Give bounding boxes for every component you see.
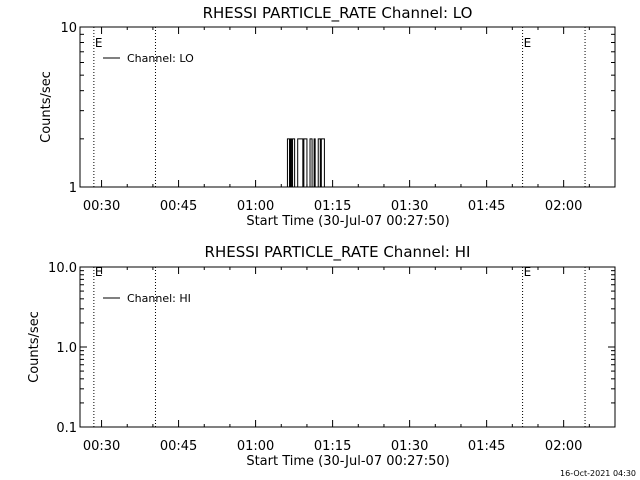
y-tick-label: 0.1	[56, 421, 77, 436]
x-tick-label: 01:30	[391, 199, 428, 214]
y-axis-label: Counts/sec	[27, 311, 42, 383]
y-tick-label: 1.0	[56, 341, 77, 356]
plot-frame	[79, 26, 616, 188]
event-marker-label: E	[95, 36, 103, 50]
legend-label: Channel: HI	[127, 292, 191, 305]
x-axis-label: Start Time (30-Jul-07 00:27:50)	[246, 454, 449, 469]
chart-title: RHESSI PARTICLE_RATE Channel: HI	[205, 243, 471, 262]
x-tick-label: 01:00	[237, 439, 274, 454]
y-tick-label: 1	[69, 181, 77, 196]
y-tick-label: 10	[60, 21, 77, 36]
generation-timestamp: 16-Oct-2021 04:30	[560, 469, 636, 478]
x-tick-label: 00:45	[160, 439, 197, 454]
x-axis-label: Start Time (30-Jul-07 00:27:50)	[246, 214, 449, 229]
x-tick-label: 01:45	[468, 439, 505, 454]
event-marker-label: E	[95, 265, 103, 279]
y-axis-label: Counts/sec	[39, 71, 54, 143]
legend-label: Channel: LO	[127, 52, 194, 65]
x-tick-label: 01:15	[314, 199, 351, 214]
x-tick-label: 00:30	[83, 199, 120, 214]
x-tick-label: 02:00	[545, 439, 582, 454]
y-tick-label: 10.0	[48, 261, 77, 276]
x-tick-label: 01:45	[468, 199, 505, 214]
x-tick-label: 02:00	[545, 199, 582, 214]
hi-channel-panel: RHESSI PARTICLE_RATE Channel: HI 00:30 00:…	[27, 243, 616, 469]
x-tick-label: 01:15	[314, 439, 351, 454]
event-marker-label: E	[524, 265, 532, 279]
x-tick-label: 01:30	[391, 439, 428, 454]
x-tick-label: 01:00	[237, 199, 274, 214]
x-tick-label: 00:45	[160, 199, 197, 214]
chart-title: RHESSI PARTICLE_RATE Channel: LO	[203, 4, 473, 23]
event-marker-label: E	[524, 36, 532, 50]
series-line-0	[286, 138, 326, 188]
lo-channel-panel: RHESSI PARTICLE_RATE Channel: LO 00:30 00:…	[39, 4, 616, 229]
x-tick-label: 00:30	[83, 439, 120, 454]
plot-frame	[79, 266, 616, 428]
